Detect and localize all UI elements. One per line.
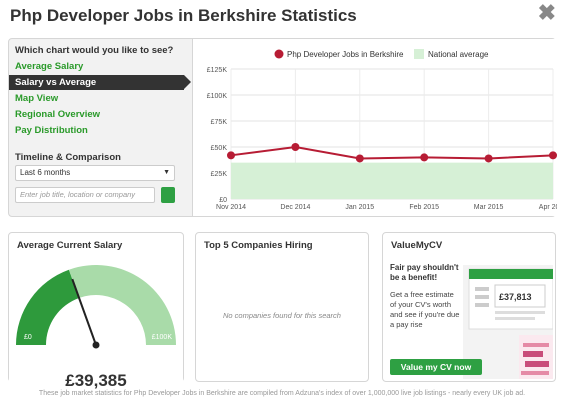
x-tick-label-0: Nov 2014 xyxy=(216,204,246,211)
y-tick-label-5: £125K xyxy=(207,67,228,74)
valuemycv-headline: Fair pay shouldn't be a benefit! xyxy=(390,263,460,283)
companies-empty-message: No companies found for this search xyxy=(196,311,368,320)
menu-item-average-salary[interactable]: Average Salary xyxy=(15,61,83,72)
x-tick-label-3: Feb 2015 xyxy=(409,204,439,211)
legend-label-series-0: Php Developer Jobs in Berkshire xyxy=(287,50,404,59)
x-tick-label-5: Apr 2015 xyxy=(539,204,557,211)
menu-item-regional-overview[interactable]: Regional Overview xyxy=(15,109,100,120)
timeline-select-value: Last 6 months xyxy=(20,168,70,177)
close-icon[interactable]: ✖ xyxy=(538,2,556,24)
x-tick-label-2: Jan 2015 xyxy=(345,204,374,211)
companies-panel: Top 5 Companies Hiring No companies foun… xyxy=(195,232,369,382)
average-salary-panel: Average Current Salary £0 £100K £39,385 xyxy=(8,232,184,382)
timeline-label: Timeline & Comparison xyxy=(15,152,121,163)
legend-label-series-1: National average xyxy=(428,50,489,59)
data-point-4 xyxy=(485,154,493,162)
search-button[interactable] xyxy=(161,187,175,203)
timeline-select[interactable]: Last 6 months ▼ xyxy=(15,165,175,181)
valuemycv-title: ValueMyCV xyxy=(391,240,442,251)
page-title: Php Developer Jobs in Berkshire Statisti… xyxy=(10,6,357,26)
value-my-cv-button[interactable]: Value my CV now xyxy=(390,359,482,375)
data-point-2 xyxy=(356,154,364,162)
chart-svg: Php Developer Jobs in Berkshire National … xyxy=(193,39,557,218)
series-line-berkshire xyxy=(231,147,553,158)
companies-title: Top 5 Companies Hiring xyxy=(204,240,313,251)
valuemycv-panel: ValueMyCV Fair pay shouldn't be a benefi… xyxy=(382,232,556,382)
chart-menu: Which chart would you like to see? Avera… xyxy=(9,39,192,216)
x-tick-label-4: Mar 2015 xyxy=(474,204,504,211)
legend-marker-series-1 xyxy=(414,49,424,59)
data-point-5 xyxy=(549,151,557,159)
gauge-needle-hub xyxy=(93,342,100,349)
legend-marker-series-0 xyxy=(275,50,284,59)
gauge-remainder xyxy=(69,265,176,345)
data-point-3 xyxy=(420,153,428,161)
valuemycv-estimate: £37,813 xyxy=(499,292,532,302)
y-tick-label-1: £25K xyxy=(211,171,228,178)
search-input[interactable]: Enter job title, location or company xyxy=(15,187,155,203)
data-point-0 xyxy=(227,151,235,159)
average-salary-value: £39,385 xyxy=(9,371,183,391)
chart-question: Which chart would you like to see? xyxy=(15,45,173,56)
footer-note: These job market statistics for Php Deve… xyxy=(0,390,564,397)
valuemycv-body: Get a free estimate of your CV's worth a… xyxy=(390,290,460,330)
data-point-1 xyxy=(291,143,299,151)
menu-item-salary-vs-average[interactable]: Salary vs Average xyxy=(9,75,184,90)
salary-gauge: £0 £100K xyxy=(9,253,183,382)
y-tick-label-0: £0 xyxy=(219,197,227,204)
chevron-down-icon: ▼ xyxy=(163,166,170,180)
gauge-max-label: £100K xyxy=(152,334,173,341)
x-tick-label-1: Dec 2014 xyxy=(280,204,310,211)
series-area-national-average xyxy=(231,163,553,199)
gauge-box: £0 £100K £39,385 xyxy=(9,253,183,382)
menu-item-pay-distribution[interactable]: Pay Distribution xyxy=(15,125,88,136)
y-tick-label-4: £100K xyxy=(207,93,228,100)
y-tick-label-3: £75K xyxy=(211,119,228,126)
line-chart: Php Developer Jobs in Berkshire National … xyxy=(192,39,556,216)
gauge-min-label: £0 xyxy=(24,334,32,341)
chart-panel: Which chart would you like to see? Avera… xyxy=(8,38,556,217)
y-tick-label-2: £50K xyxy=(211,145,228,152)
average-salary-title: Average Current Salary xyxy=(17,240,122,251)
menu-item-map-view[interactable]: Map View xyxy=(15,93,58,104)
